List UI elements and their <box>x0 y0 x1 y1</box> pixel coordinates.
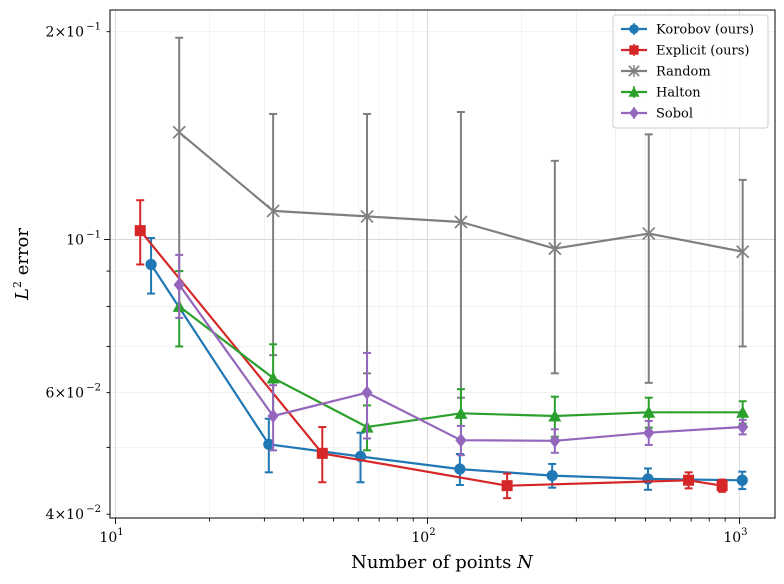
legend-label-halton: Halton <box>656 86 701 101</box>
explicit-point <box>716 480 728 492</box>
y-tick-exponent: −1 <box>86 230 101 241</box>
korobov-point <box>546 470 558 482</box>
random-point <box>642 226 656 241</box>
legend-label-explicit: Explicit (ours) <box>656 44 749 59</box>
legend-item-halton: Halton <box>621 86 701 101</box>
random-point <box>266 204 280 218</box>
sobol-point <box>267 409 279 424</box>
y-tick-label: 10 <box>66 233 84 249</box>
axes-frame <box>109 9 776 519</box>
random-series <box>172 36 750 399</box>
legend-label-random: Random <box>656 65 711 80</box>
sobol-point <box>361 385 373 400</box>
y-tick-exponent: −1 <box>86 22 101 33</box>
explicit-series <box>134 199 728 500</box>
explicit-point <box>134 225 146 237</box>
y-tick-exponent: −2 <box>86 504 101 515</box>
halton-point <box>736 405 750 418</box>
random-point <box>454 215 468 229</box>
legend-box <box>612 14 769 129</box>
sobol-point <box>455 433 467 448</box>
legend-item-sobol: Sobol <box>621 107 693 122</box>
halton-point <box>266 371 280 384</box>
legend-item-korobov: Korobov (ours) <box>621 23 754 38</box>
explicit-point <box>501 480 513 492</box>
korobov-point <box>642 473 654 485</box>
legend-label-sobol: Sobol <box>656 107 693 122</box>
korobov-point <box>145 258 157 271</box>
x-tick-label: 101 <box>99 527 123 546</box>
y-tick-label: 6×10 <box>46 386 84 402</box>
legend-marker-random <box>628 65 640 77</box>
legend-marker-halton <box>628 86 640 97</box>
korobov-point <box>263 438 275 450</box>
legend-marker-explicit <box>629 45 639 55</box>
random-point <box>172 125 186 139</box>
korobov-series <box>145 237 748 491</box>
random-point <box>736 245 750 259</box>
legend-marker-korobov <box>629 24 639 34</box>
legend-label-korobov: Korobov (ours) <box>656 23 754 38</box>
x-tick-label: 103 <box>723 527 747 546</box>
legend-item-random: Random <box>621 65 711 80</box>
y-tick-exponent: −2 <box>86 383 101 394</box>
legend: Korobov (ours) Explicit (ours) Random Halto… <box>612 14 769 129</box>
halton-point <box>454 406 468 419</box>
y-tick-label: 2×10 <box>46 25 84 41</box>
series-layer <box>134 36 750 500</box>
halton-point <box>642 405 656 418</box>
halton-point <box>548 409 562 422</box>
random-point <box>360 209 374 224</box>
legend-marker-sobol <box>629 107 639 119</box>
x-axis-label: Number of points N <box>351 552 534 573</box>
explicit-point <box>683 474 695 486</box>
sobol-point <box>173 277 185 292</box>
korobov-line <box>150 263 743 482</box>
y-axis-label: L2 error <box>11 228 33 301</box>
sobol-point <box>643 425 655 440</box>
sobol-point <box>549 433 561 448</box>
random-point <box>548 242 562 256</box>
y-tick-label: 4×10 <box>46 507 84 523</box>
legend-item-explicit: Explicit (ours) <box>621 44 749 59</box>
korobov-point <box>454 463 466 475</box>
korobov-point <box>736 474 748 486</box>
x-tick-label: 102 <box>411 527 435 546</box>
explicit-point <box>316 447 328 459</box>
sobol-series <box>173 253 749 457</box>
sobol-point <box>737 420 749 435</box>
